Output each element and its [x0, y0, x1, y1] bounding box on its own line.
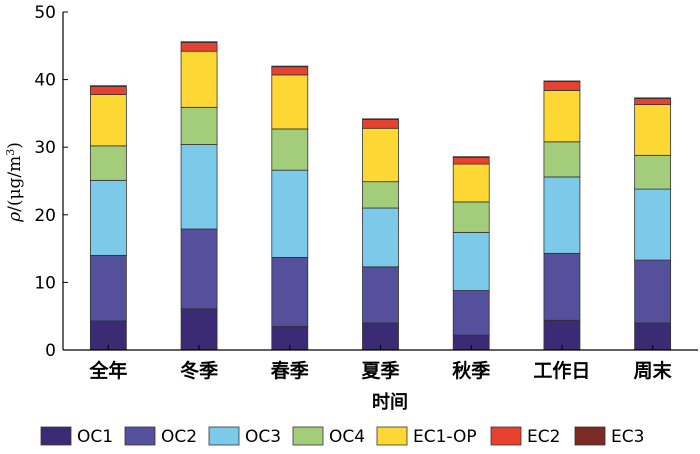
x-tick-label-4: 夏季 — [361, 360, 399, 382]
bar-ec1-op-3 — [271, 74, 309, 130]
bar-ec1-op-5 — [452, 163, 490, 203]
bar-ec2-2 — [180, 42, 218, 52]
bar-oc2-4 — [362, 266, 399, 324]
bar-oc3-4 — [362, 207, 399, 268]
y-axis-unit-sup: 3 — [4, 149, 17, 156]
bar-ec1-op-4 — [362, 127, 399, 183]
x-tick-label-2: 冬季 — [180, 359, 218, 382]
legend-swatch-oc4 — [292, 426, 324, 446]
x-axis-title: 时间 — [372, 392, 408, 413]
legend: OC1 OC2 OC3 OC4 EC1-OP EC2 EC3 — [40, 426, 644, 447]
x-tick-label-1: 全年 — [88, 359, 127, 382]
legend-swatch-oc2 — [124, 426, 156, 446]
bar-ec2-4 — [362, 119, 399, 129]
legend-label-oc1: OC1 — [77, 427, 113, 447]
y-ticks-group: 0 10 20 30 40 50 — [34, 3, 68, 361]
bar-oc4-2 — [180, 106, 218, 145]
bar-oc4-1 — [89, 145, 127, 181]
bar-ec2-6 — [543, 81, 581, 91]
bar-oc2-3 — [271, 256, 309, 327]
bar-oc3-1 — [89, 179, 127, 256]
bar-oc3-7 — [634, 188, 672, 261]
bar-ec1-op-1 — [89, 94, 127, 147]
bar-oc4-3 — [271, 128, 309, 171]
bar-oc1-2 — [180, 308, 218, 351]
legend-swatch-oc3 — [208, 426, 240, 446]
bar-oc4-4 — [362, 181, 399, 209]
bar-ec2-1 — [89, 85, 127, 95]
y-tick-label-0: 0 — [45, 341, 56, 361]
legend-swatch-ec2 — [490, 426, 522, 446]
bar-ec1-op-2 — [180, 50, 218, 108]
bar-ec3-7 — [634, 97, 672, 99]
x-tick-label-3: 春季 — [271, 359, 309, 382]
bars-group — [89, 41, 672, 351]
y-axis-symbol: ρ — [5, 212, 25, 223]
bar-oc2-6 — [543, 252, 581, 321]
bar-oc3-2 — [180, 144, 218, 230]
y-tick-label-30: 30 — [34, 138, 56, 158]
legend-label-ec3: EC3 — [611, 427, 644, 447]
legend-label-ec2: EC2 — [527, 427, 560, 447]
x-tick-label-5: 秋季 — [452, 359, 490, 382]
bar-oc3-5 — [452, 231, 490, 291]
x-tick-label-6: 工作日 — [533, 359, 590, 382]
x-tick-label-7: 周末 — [634, 359, 673, 382]
bar-ec2-3 — [271, 66, 309, 76]
bar-oc2-1 — [89, 254, 127, 322]
x-ticks-group: 全年 冬季 春季 夏季 秋季 工作日 周末 — [88, 345, 673, 382]
y-tick-label-20: 20 — [34, 206, 56, 226]
legend-swatch-ec3 — [574, 426, 606, 446]
bar-oc3-6 — [543, 176, 581, 254]
legend-label-oc3: OC3 — [245, 427, 281, 447]
bar-oc4-6 — [543, 141, 581, 178]
bar-ec3-3 — [271, 65, 309, 68]
bar-ec2-5 — [452, 156, 490, 165]
legend-label-ec1-op: EC1-OP — [413, 427, 477, 447]
y-tick-label-10: 10 — [34, 273, 56, 293]
bar-ec3-6 — [543, 80, 581, 83]
bar-oc2-7 — [634, 259, 672, 324]
bar-oc2-5 — [452, 290, 490, 336]
bar-ec3-1 — [89, 85, 127, 87]
bar-ec3-4 — [362, 118, 399, 120]
y-tick-label-50: 50 — [34, 3, 56, 23]
y-axis-unit-close: ) — [5, 142, 25, 149]
legend-label-oc2: OC2 — [161, 427, 197, 447]
bar-oc4-7 — [634, 154, 672, 190]
y-axis-unit: /(μg/m — [5, 156, 25, 212]
legend-swatch-oc1 — [40, 426, 72, 446]
y-axis-title: ρ/(μg/m3) — [4, 142, 26, 223]
bar-oc2-2 — [180, 228, 218, 310]
legend-swatch-ec1-op — [376, 426, 408, 446]
bar-ec1-op-7 — [634, 104, 672, 156]
bar-ec3-2 — [180, 41, 218, 43]
bar-ec2-7 — [634, 98, 672, 106]
bar-ec1-op-6 — [543, 90, 581, 143]
bar-oc3-3 — [271, 169, 309, 258]
legend-label-oc4: OC4 — [329, 427, 365, 447]
bar-ec3-5 — [452, 156, 490, 158]
y-tick-label-40: 40 — [34, 71, 56, 91]
bar-oc4-5 — [452, 201, 490, 233]
